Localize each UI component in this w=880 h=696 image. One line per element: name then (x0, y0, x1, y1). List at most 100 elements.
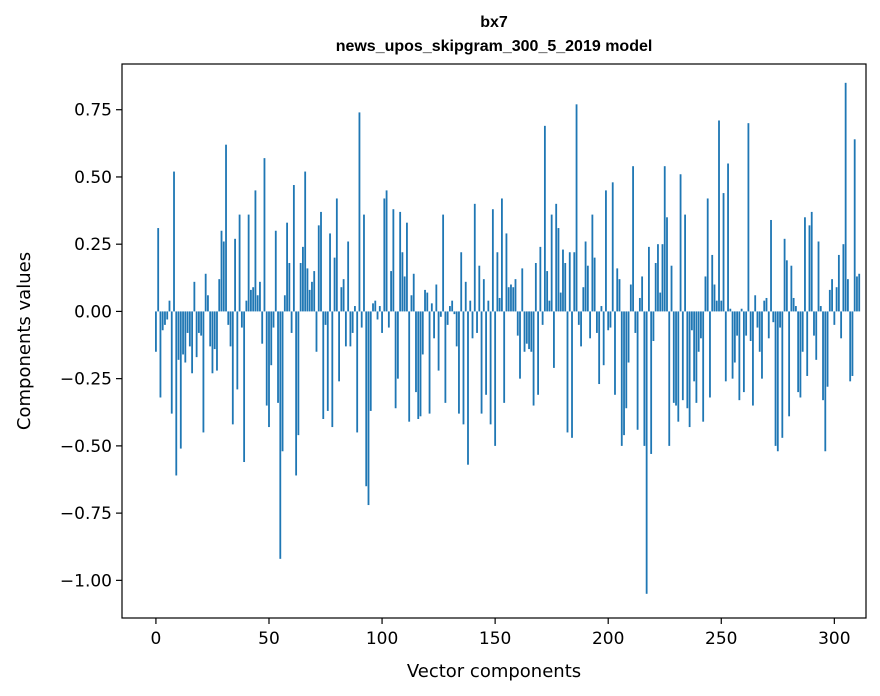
bar-58 (286, 222, 288, 312)
bar-76 (326, 311, 329, 411)
bar-173 (546, 271, 549, 312)
bar-145 (482, 279, 485, 312)
bar-307 (849, 311, 852, 382)
bar-248 (715, 300, 718, 312)
bar-264 (752, 311, 754, 406)
bar-68 (308, 289, 311, 312)
bar-180 (562, 249, 564, 312)
bar-229 (672, 311, 675, 403)
bar-96 (372, 303, 374, 312)
bar-147 (487, 300, 490, 312)
bar-43 (252, 287, 255, 312)
x-tick-label: 0 (151, 629, 162, 649)
bar-282 (792, 297, 795, 312)
bar-253 (727, 163, 729, 312)
bar-29 (220, 230, 223, 312)
bar-231 (677, 311, 680, 422)
bar-18 (195, 311, 198, 358)
bar-152 (498, 297, 501, 312)
y-axis-ticks: −1.00 −0.75 −0.50 −0.25 0.00 0.25 0.50 0.75 (60, 101, 122, 591)
bar-2 (159, 311, 162, 398)
bar-78 (331, 311, 334, 428)
bar-116 (417, 311, 420, 419)
bar-202 (611, 182, 614, 312)
bar-6 (168, 300, 171, 312)
bar-301 (835, 287, 838, 312)
bar-65 (302, 246, 304, 312)
bar-39 (243, 311, 246, 463)
bar-188 (580, 311, 582, 347)
bar-227 (668, 311, 671, 446)
bar-199 (605, 190, 607, 312)
x-tick-label: 250 (705, 629, 737, 649)
bar-82 (340, 287, 343, 312)
bar-126 (439, 311, 442, 317)
bar-51 (270, 311, 273, 366)
bar-284 (797, 311, 800, 393)
bar-20 (200, 311, 203, 336)
bar-44 (254, 190, 257, 312)
bar-266 (756, 311, 759, 328)
bar-22 (204, 273, 207, 312)
bar-5 (166, 311, 169, 320)
bar-84 (344, 311, 347, 347)
bar-306 (847, 279, 849, 312)
chart-title-line1: bx7 (480, 14, 508, 31)
bar-21 (202, 311, 205, 433)
bar-239 (695, 311, 698, 403)
bar-107 (396, 311, 399, 379)
bar-67 (306, 268, 309, 312)
bar-240 (697, 311, 700, 352)
bar-232 (679, 174, 682, 312)
bar-134 (458, 311, 460, 414)
bar-293 (817, 241, 820, 312)
bar-138 (467, 311, 469, 465)
bar-149 (491, 209, 494, 312)
bar-0 (155, 311, 157, 352)
bar-197 (600, 306, 603, 312)
bar-219 (650, 311, 653, 454)
bar-249 (718, 120, 720, 312)
bar-209 (627, 311, 630, 363)
bar-140 (471, 311, 474, 339)
bar-286 (801, 311, 804, 352)
bar-305 (844, 82, 847, 312)
bar-16 (191, 311, 194, 374)
bar-290 (810, 211, 813, 312)
bar-95 (369, 311, 372, 411)
bar-42 (250, 289, 252, 312)
bar-129 (446, 311, 449, 325)
bar-114 (412, 273, 415, 312)
bar-222 (657, 244, 659, 312)
bar-34 (231, 311, 234, 425)
bar-169 (537, 311, 539, 395)
bar-41 (247, 214, 250, 312)
bar-271 (767, 311, 770, 339)
bar-242 (702, 311, 705, 422)
bar-176 (553, 311, 555, 368)
bar-153 (501, 198, 503, 312)
bar-48 (263, 158, 266, 312)
bar-161 (519, 311, 521, 379)
bar-120 (426, 292, 429, 312)
bar-73 (320, 211, 322, 312)
bar-235 (686, 311, 689, 409)
bar-154 (503, 311, 506, 403)
bar-97 (374, 300, 377, 312)
bar-230 (675, 311, 677, 406)
bar-123 (433, 311, 435, 339)
bar-74 (322, 311, 325, 419)
bar-93 (365, 311, 368, 487)
bar-280 (788, 311, 791, 417)
bar-208 (625, 311, 628, 409)
bar-160 (516, 311, 519, 336)
bar-283 (794, 306, 797, 312)
y-tick-label: 0.50 (74, 168, 112, 188)
bar-98 (376, 311, 379, 320)
bar-184 (571, 311, 573, 438)
bar-60 (290, 311, 293, 333)
bar-14 (186, 311, 189, 333)
bar-1 (157, 228, 160, 312)
bar-238 (693, 311, 696, 382)
bar-192 (589, 311, 592, 339)
